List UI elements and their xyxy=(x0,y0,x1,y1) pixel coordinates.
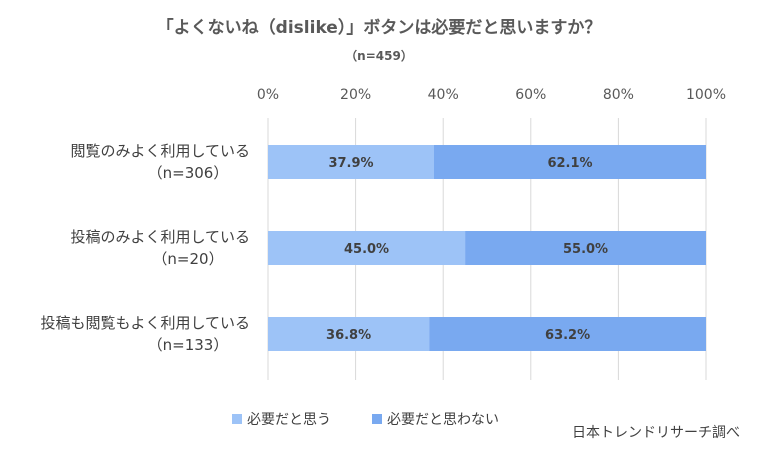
x-tick-label: 20% xyxy=(340,87,371,103)
data-label: 63.2% xyxy=(545,328,590,343)
bar-segment xyxy=(465,231,706,265)
x-tick-label: 100% xyxy=(686,87,726,103)
bar-segment xyxy=(268,317,430,351)
x-tick-label: 0% xyxy=(257,87,279,103)
credit: 日本トレンドリサーチ調べ xyxy=(572,425,740,441)
data-label: 37.9% xyxy=(328,156,373,171)
category-label: 投稿のみよく利用している xyxy=(70,228,250,246)
legend-swatch xyxy=(232,414,242,424)
legend-label: 必要だと思う xyxy=(247,412,331,428)
x-axis-ticks: 0% 20% 40% 60% 80% 100% xyxy=(257,87,726,103)
data-label: 45.0% xyxy=(344,242,389,257)
data-label: 62.1% xyxy=(547,156,592,171)
category-labels: 閲覧のみよく利用している （n=306） 投稿のみよく利用している （n=20） 投稿も… xyxy=(40,142,250,354)
category-n-label: （n=20） xyxy=(152,250,223,268)
bar-segment xyxy=(268,145,435,179)
x-tick-label: 80% xyxy=(603,87,634,103)
bar-segment xyxy=(268,231,466,265)
category-label: 投稿も閲覧もよく利用している xyxy=(40,314,250,332)
data-label: 36.8% xyxy=(326,328,371,343)
legend-swatch xyxy=(372,414,382,424)
chart-subtitle: （n=459） xyxy=(345,48,413,63)
category-n-label: （n=306） xyxy=(148,164,229,182)
chart-title: 「よくないね（dislike）」ボタンは必要だと思いますか？ xyxy=(157,17,602,38)
category-label: 閲覧のみよく利用している xyxy=(70,142,250,160)
x-tick-label: 60% xyxy=(515,87,546,103)
category-n-label: （n=133） xyxy=(148,336,229,354)
bars: 37.9% 62.1% 45.0% 55.0% 36.8% 63.2% xyxy=(268,145,706,351)
data-label: 55.0% xyxy=(563,242,608,257)
legend-label: 必要だと思わない xyxy=(387,412,499,428)
bar-segment xyxy=(429,317,706,351)
x-tick-label: 40% xyxy=(428,87,459,103)
bar-segment xyxy=(434,145,706,179)
legend: 必要だと思う 必要だと思わない xyxy=(232,412,499,428)
